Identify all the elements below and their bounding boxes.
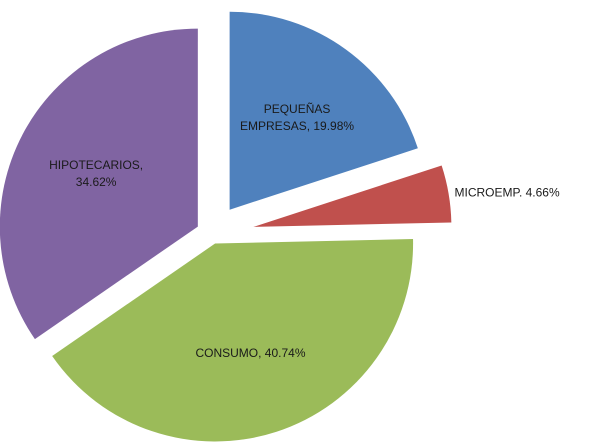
data-label: MICROEMP. 4.66% [454,186,559,200]
data-label-line: 34.62% [76,175,117,189]
pie-slice [52,239,414,442]
pie-slice [229,11,418,210]
data-label-line: MICROEMP. 4.66% [454,186,559,200]
data-label-line: HIPOTECARIOS, [49,158,143,172]
data-label: HIPOTECARIOS, 34.62% [49,158,143,189]
pie-slice [253,165,452,227]
data-label: CONSUMO, 40.74% [195,346,305,360]
data-label-line: PEQUEÑAS [264,102,331,116]
data-label-line: EMPRESAS, 19.98% [240,119,354,133]
data-label-line: CONSUMO, 40.74% [195,346,305,360]
data-label: PEQUEÑAS EMPRESAS, 19.98% [240,102,354,133]
pie-slice [0,28,198,340]
